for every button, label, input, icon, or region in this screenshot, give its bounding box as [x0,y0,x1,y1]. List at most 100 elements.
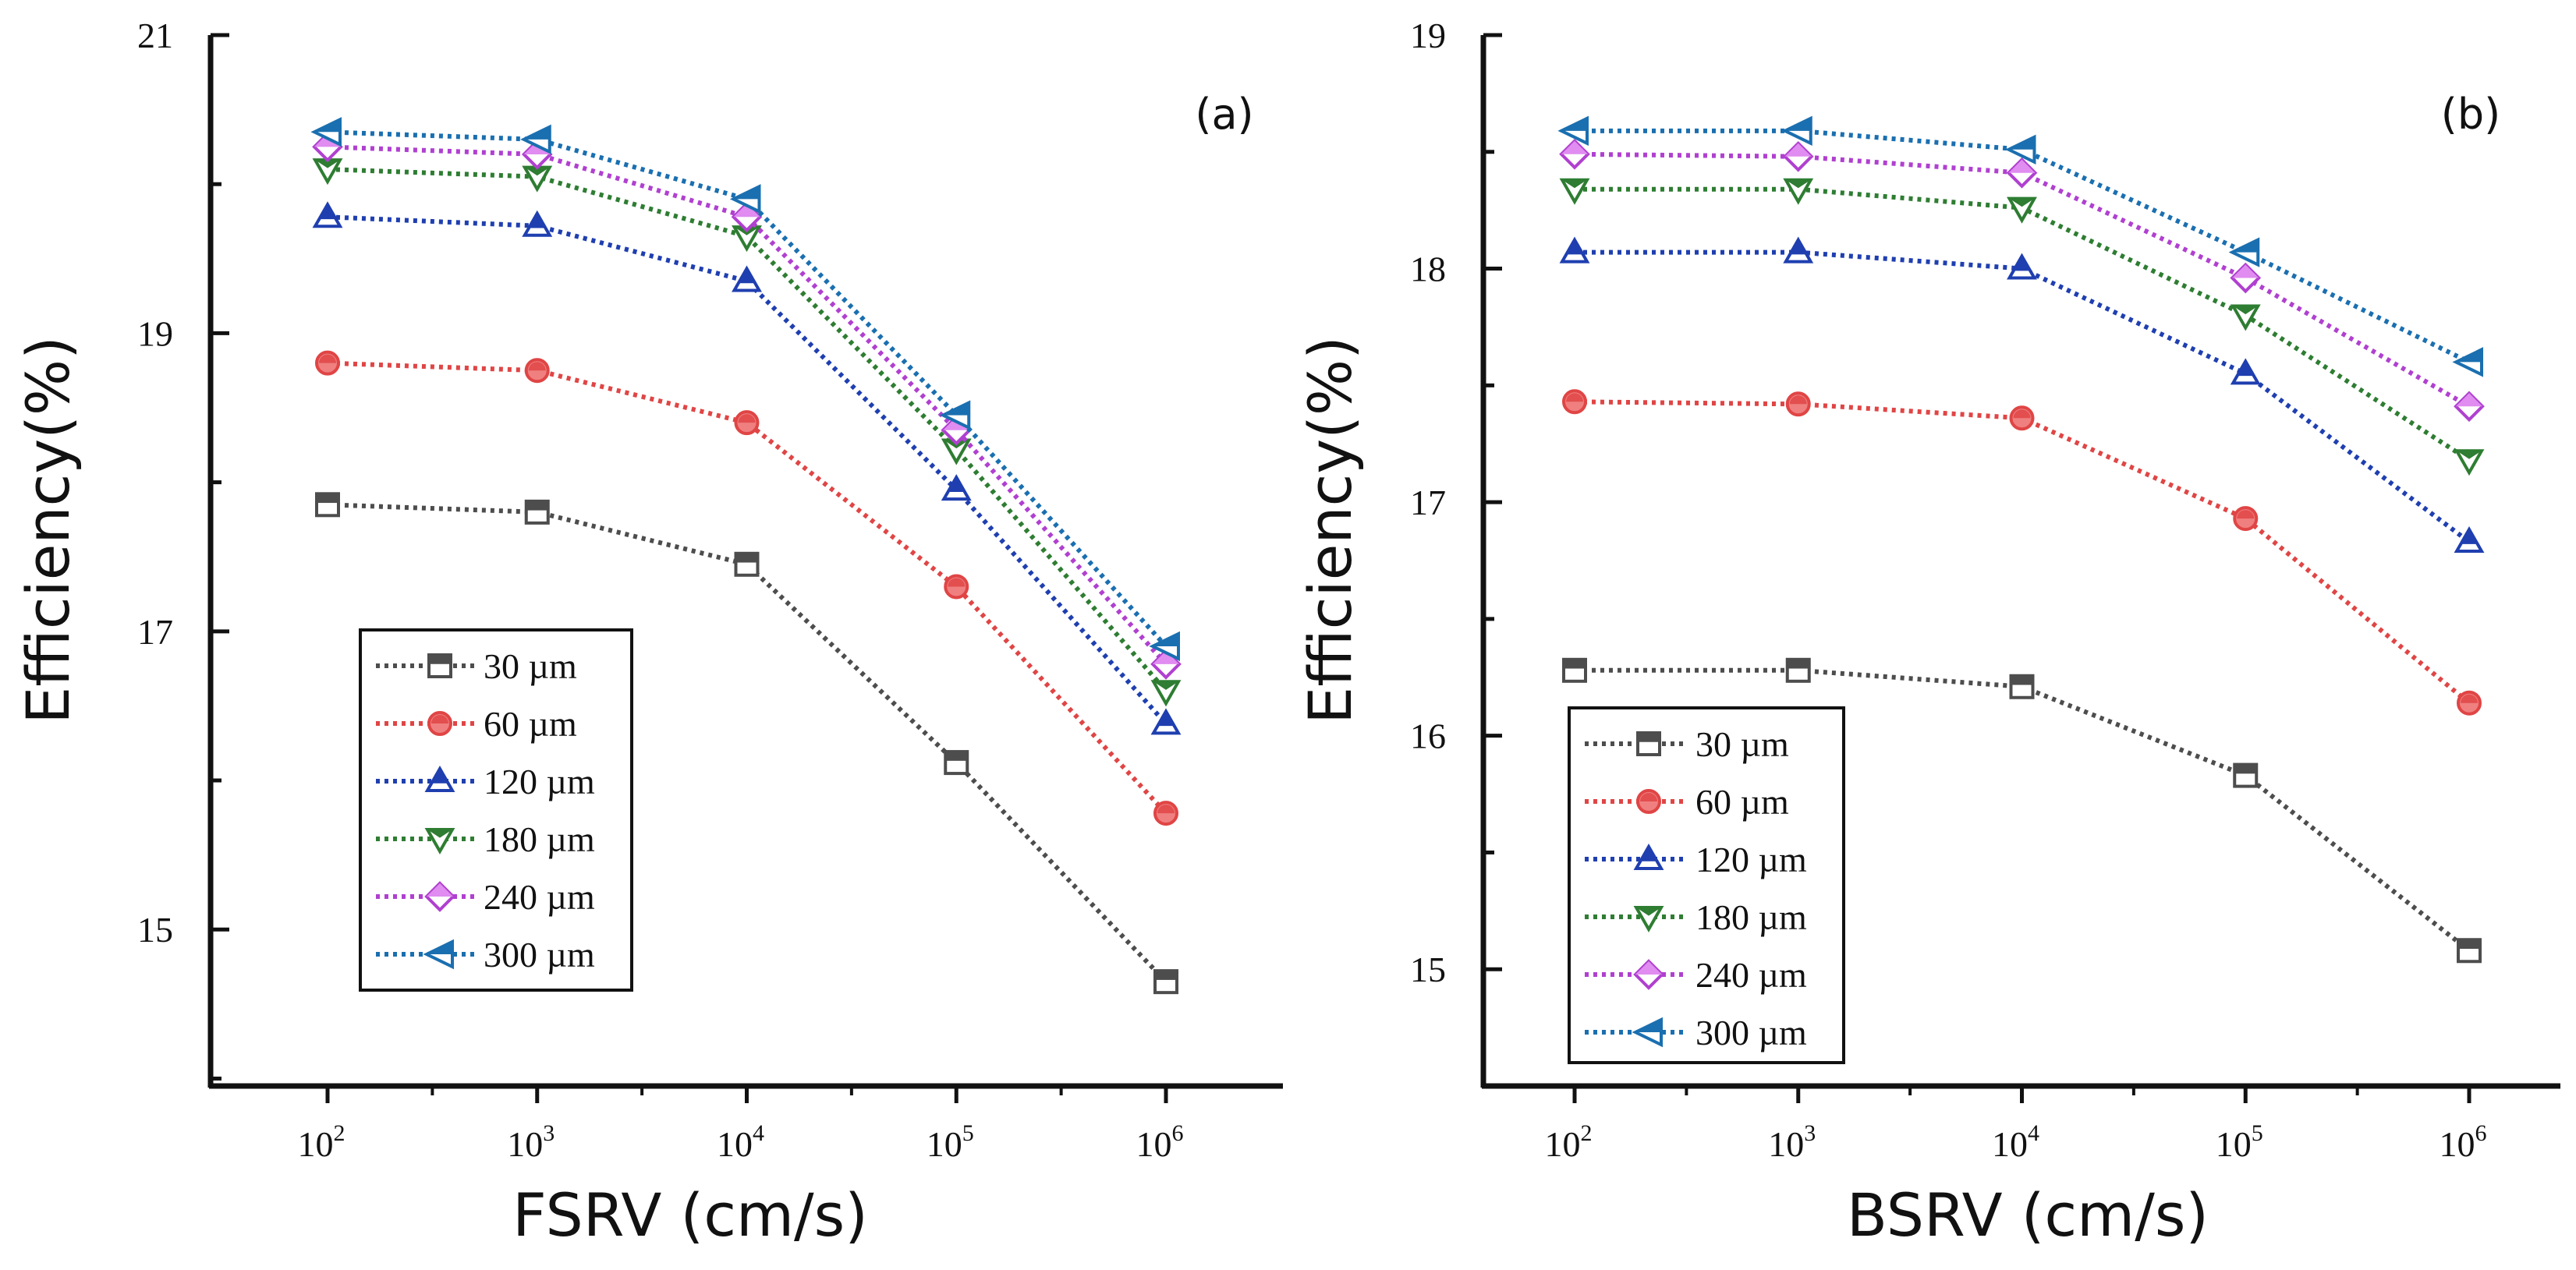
x-tick-label: 102 [298,1120,345,1164]
data-point-shade [2232,264,2259,278]
y-tick-label: 18 [1410,249,1446,289]
legend: 30 µm 60 µm 120 µm 180 µm 240 µm 300 µm [1568,706,1845,1064]
series-0 [315,492,1178,995]
data-point-shade [1564,659,1586,669]
data-point-shade [2011,675,2033,685]
data-point-shade [2014,256,2029,271]
x-tick-label: 106 [1136,1120,1184,1164]
legend-label: 30 µm [1695,724,1789,764]
data-point-shade [315,160,340,168]
legend-label: 60 µm [484,704,577,744]
series-4 [312,131,1182,680]
data-point-shade [317,493,338,504]
panel-label: (a) [1195,90,1253,139]
y-tick-label: 15 [1410,950,1446,989]
series-line [1574,151,2471,409]
x-tick-exponent: 3 [543,1120,555,1146]
x-tick-label: 105 [927,1120,974,1164]
data-point-shade [1155,971,1177,980]
x-tick-label: 106 [2440,1120,2487,1164]
data-point-shade [1791,239,1805,255]
data-point-shade [1561,118,1587,131]
legend-marker-shade [1635,1020,1661,1032]
series-2 [312,201,1182,735]
x-tick-base: 10 [1992,1124,2028,1164]
legend: 30 µm 60 µm 120 µm 180 µm 240 µm 300 µm [359,628,633,992]
y-tick-label: 17 [137,612,173,652]
x-tick-base: 10 [1545,1124,1581,1164]
data-point-shade [1568,239,1582,255]
y-axis-label: Efficiency(%) [1295,336,1365,724]
data-point-shade [319,354,336,363]
y-tick-label: 21 [137,16,173,55]
panel-a: 15 17 19 21 102 10 3 104 105 106 (a) FSRV (cm/s) Eff… [13,16,1283,1250]
legend-label: 300 µm [1695,1013,1807,1052]
data-point-shade [739,268,754,284]
legend-marker-shade [427,830,452,838]
y-axis-label: Efficiency(%) [13,336,83,724]
legend-marker-shade [429,655,451,664]
data-point-shade [948,578,966,587]
data-point-shade [2457,451,2482,459]
data-point-shade [321,204,335,220]
data-point-shade [1157,805,1175,814]
data-point-shade [733,203,760,218]
data-point-shade [738,414,756,423]
data-point-shade [945,752,968,761]
series-line [327,167,1168,693]
x-tick-label: 104 [717,1120,764,1164]
legend-marker-shade [1642,847,1656,861]
data-point-shade [2462,529,2476,544]
data-point-shade [2013,409,2031,419]
y-tick-label: 19 [137,313,173,353]
x-tick-exponent: 4 [2028,1120,2039,1146]
data-point-shade [530,213,544,228]
legend-marker-shade [427,883,453,897]
legend-label: 240 µm [484,877,595,917]
data-point-shade [1153,633,1178,646]
legend-marker-shade [1635,961,1662,975]
series-line [327,129,1168,648]
legend-box [1568,706,1845,1064]
legend-box [359,628,633,992]
x-tick-exponent: 2 [1581,1120,1593,1146]
legend-marker-shade [431,715,448,723]
data-point-shade [1785,179,1811,189]
y-tick-label: 15 [137,910,173,950]
legend-label: 120 µm [484,762,595,801]
legend-marker-shade [433,769,447,784]
legend-marker-shade [1636,907,1661,916]
data-point-shade [2008,136,2035,150]
legend-label: 120 µm [1695,840,1807,879]
data-point-shade [2456,393,2482,407]
data-point-shade [528,362,546,371]
legend-marker-shade [427,942,452,954]
series-2 [1559,236,2485,554]
legend-label: 300 µm [484,935,595,975]
x-tick-base: 10 [2216,1124,2252,1164]
x-axis-label: FSRV (cm/s) [512,1180,868,1250]
data-point-shade [1784,118,1811,131]
data-point-shade [526,501,548,511]
series-line [1575,249,2471,544]
data-point-shade [2458,939,2480,950]
x-tick-exponent: 2 [334,1120,345,1146]
series-line [327,502,1168,984]
series-0 [1562,657,2482,964]
data-point-shade [949,477,963,492]
x-tick-exponent: 3 [1804,1120,1816,1146]
x-tick-base: 10 [298,1124,334,1164]
x-tick-exponent: 5 [2252,1120,2263,1146]
legend-marker-shade [1640,793,1657,801]
series-line [327,360,1168,815]
data-point-shade [2009,198,2035,207]
x-tick-exponent: 5 [962,1120,974,1146]
legend-label: 180 µm [1695,897,1807,937]
data-point-shade [2238,361,2252,377]
x-tick-label: 105 [2216,1120,2263,1164]
data-point-shade [2232,239,2259,253]
data-point-shade [314,133,341,147]
series-1 [1562,389,2482,716]
x-tick-base: 10 [2440,1124,2475,1164]
